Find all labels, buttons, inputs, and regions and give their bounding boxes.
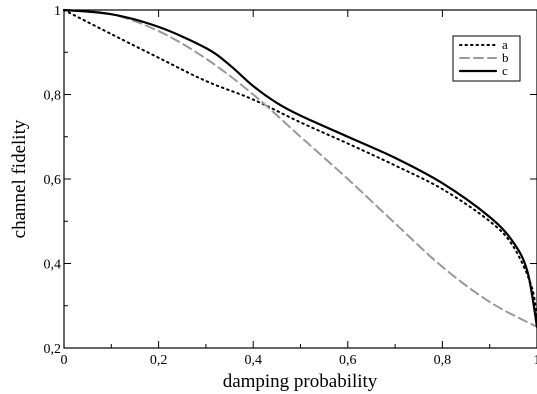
series-line-c [62,8,537,328]
series-line-b [63,9,537,328]
series-line-a [63,9,537,328]
legend: abc [452,35,521,82]
series-layer [62,8,537,328]
legend-label-c: c [502,63,508,78]
x-tick-label: 0,2 [150,353,168,368]
y-tick-label: 1 [54,4,61,19]
y-axis-label: channel fidelity [9,119,30,238]
y-tick-label: 0,2 [44,342,62,357]
x-tick-label: 1 [534,353,537,368]
legend-label-a: a [502,37,508,52]
y-tick-label: 0,4 [44,258,62,273]
y-tick-label: 0,8 [44,89,62,104]
x-tick-label: 0,8 [434,353,452,368]
legend-label-b: b [502,50,509,65]
y-tick-label: 0,6 [44,173,62,188]
x-tick-label: 0,6 [339,353,357,368]
x-tick-label: 0,4 [244,353,262,368]
tick-layer: 0 0,2 0,4 0,6 0,8 10,20,40,60,81 [44,4,537,368]
x-tick-label: 0 [61,353,68,368]
x-axis-label: damping probability [223,371,378,392]
